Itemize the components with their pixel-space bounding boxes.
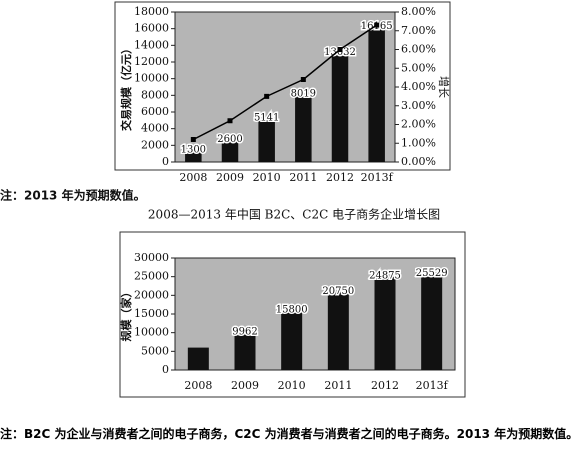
y-axis-label: 规模（家） xyxy=(119,287,133,342)
bar xyxy=(327,292,349,370)
data-label: 8019 xyxy=(291,89,316,100)
note-box: 注：B2C 为企业与消费者之间的电子商务，C2C 为消费者与消费者之间的电子商务… xyxy=(0,427,579,441)
data-label: 15800 xyxy=(276,305,308,316)
x-tick-label: 2012 xyxy=(371,379,399,392)
x-tick-label: 2012 xyxy=(326,171,354,184)
y-tick-label: 12000 xyxy=(134,55,169,68)
y-tick-label: 10000 xyxy=(134,326,169,339)
x-tick-label: 2008 xyxy=(184,379,212,392)
line-point xyxy=(300,77,306,82)
data-label: 1300 xyxy=(181,145,206,156)
bar xyxy=(331,53,349,162)
y-tick-label: 14000 xyxy=(134,38,169,51)
bar xyxy=(258,119,275,162)
y2-tick-label: 7.00% xyxy=(401,24,436,37)
y2-tick-label: 8.00% xyxy=(401,5,436,18)
y2-tick-label: 2.00% xyxy=(401,118,436,131)
x-tick-label: 2013f xyxy=(416,379,449,392)
y2-tick-label: 3.00% xyxy=(401,99,436,112)
chart-frame xyxy=(114,1,451,171)
bar xyxy=(421,274,443,370)
y-tick-label: 0 xyxy=(162,155,169,168)
y-tick-label: 25000 xyxy=(134,270,169,283)
data-label: 24875 xyxy=(369,271,401,282)
note: 注：B2C 为企业与消费者之间的电子商务，C2C 为消费者与消费者之间的电子商务… xyxy=(0,427,579,441)
data-label: 20750 xyxy=(322,286,354,297)
y-axis-label: 交易规模（亿元） xyxy=(119,43,133,131)
y-tick-label: 5000 xyxy=(141,344,169,357)
x-tick-label: 2010 xyxy=(253,171,281,184)
bar xyxy=(374,277,396,370)
bar xyxy=(368,27,385,162)
y-tick-label: 2000 xyxy=(141,138,169,151)
chart-frame xyxy=(119,231,466,398)
x-tick-label: 2010 xyxy=(278,379,306,392)
y-tick-label: 0 xyxy=(162,363,169,376)
data-label: 9962 xyxy=(232,326,257,337)
line xyxy=(192,24,378,141)
y2-tick-label: 0.00% xyxy=(401,155,436,168)
data-label: 2600 xyxy=(217,134,242,145)
y-tick-label: 30000 xyxy=(134,251,169,264)
bar xyxy=(221,140,239,162)
bar xyxy=(185,151,202,162)
note: 注：2013 年为预期数值。 xyxy=(0,188,146,203)
y-tick-label: 10000 xyxy=(134,72,169,85)
y2-tick-label: 1.00% xyxy=(401,136,436,149)
x-tick-label: 2009 xyxy=(231,379,259,392)
y-tick-label: 4000 xyxy=(141,122,169,135)
y-tick-label: 20000 xyxy=(134,288,169,301)
plot-area xyxy=(174,257,456,371)
y2-tick-label: 5.00% xyxy=(401,61,436,74)
bar xyxy=(295,95,312,162)
y-tick-label: 16000 xyxy=(134,22,169,35)
y2-tick-label: 6.00% xyxy=(401,43,436,56)
bar xyxy=(187,347,209,370)
x-tick-label: 2011 xyxy=(324,379,352,392)
y-tick-label: 18000 xyxy=(134,5,169,18)
bar xyxy=(234,332,256,370)
y2-tick-label: 4.00% xyxy=(401,80,436,93)
line-point xyxy=(374,22,380,28)
x-tick-label: 2011 xyxy=(289,171,317,184)
y2-axis-label: 增长 xyxy=(437,76,451,98)
line-point xyxy=(227,118,233,124)
line-point xyxy=(190,137,196,142)
x-tick-label: 2013f xyxy=(361,171,394,184)
y-tick-label: 15000 xyxy=(134,307,169,320)
line-point xyxy=(337,47,343,52)
bar xyxy=(281,311,303,370)
x-tick-label: 2009 xyxy=(216,171,244,184)
data-label: 25529 xyxy=(416,268,448,279)
y-tick-label: 8000 xyxy=(141,88,169,101)
x-tick-label: 2008 xyxy=(179,171,207,184)
y-tick-label: 6000 xyxy=(141,105,169,118)
data-label: 5141 xyxy=(254,113,279,124)
chart-title: 2008—2013 年中国 B2C、C2C 电子商务企业增长图 xyxy=(148,207,440,222)
line-point xyxy=(264,93,270,99)
